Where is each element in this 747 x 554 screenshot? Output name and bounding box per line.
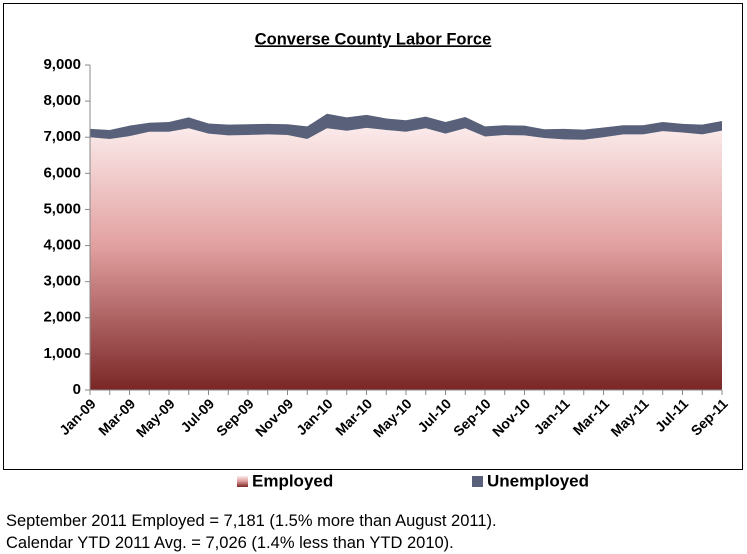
- y-tick-label: 2,000: [43, 309, 81, 326]
- x-tick-label: Nov-10: [489, 395, 533, 439]
- x-tick-label: Sep-10: [450, 395, 494, 439]
- x-tick-label: May-11: [607, 395, 651, 439]
- note: September 2011 Employed = 7,181 (1.5% mo…: [6, 512, 497, 530]
- y-tick-label: 7,000: [43, 128, 81, 145]
- x-tick-label: Nov-09: [252, 395, 296, 439]
- x-tick-label: Sep-11: [688, 395, 731, 438]
- note: Calendar YTD 2011 Avg. = 7,026 (1.4% les…: [6, 534, 454, 552]
- x-tick-label: Sep-09: [213, 395, 257, 439]
- legend-swatch: [472, 476, 483, 487]
- x-tick-label: Jul-09: [177, 395, 217, 435]
- y-tick-label: 1,000: [43, 345, 81, 362]
- x-tick-label: Jul-10: [414, 395, 454, 435]
- x-tick-label: Mar-09: [95, 395, 138, 438]
- y-tick-label: 6,000: [43, 164, 81, 181]
- x-tick-label: Jan-10: [293, 395, 336, 438]
- y-tick-label: 5,000: [43, 200, 81, 217]
- legend-label: Unemployed: [487, 471, 589, 490]
- y-tick-label: 9,000: [43, 56, 81, 73]
- x-tick-label: Jul-11: [652, 395, 692, 435]
- y-tick-label: 0: [73, 381, 81, 398]
- y-tick-label: 8,000: [43, 92, 81, 109]
- y-tick-label: 4,000: [43, 237, 81, 254]
- x-tick-label: Mar-10: [332, 395, 375, 438]
- area-employed: [90, 127, 722, 390]
- x-tick-label: May-10: [370, 395, 415, 440]
- area-unemployed: [90, 113, 722, 140]
- chart-title: Converse County Labor Force: [255, 30, 492, 48]
- x-tick-label: Mar-11: [570, 395, 613, 438]
- y-tick-label: 3,000: [43, 273, 81, 290]
- legend-label: Employed: [252, 471, 333, 490]
- x-tick-label: Jan-11: [531, 395, 573, 437]
- x-tick-label: May-09: [133, 395, 178, 440]
- x-tick-label: Jan-09: [56, 395, 99, 438]
- chart-border: [3, 3, 743, 470]
- legend-swatch: [237, 476, 248, 487]
